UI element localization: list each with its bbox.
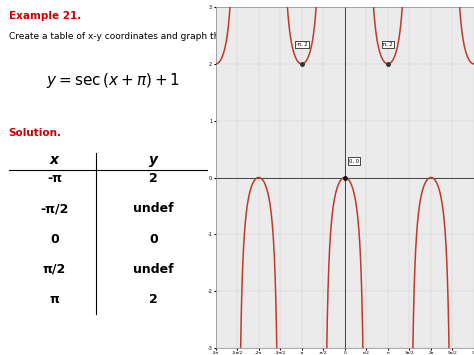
Text: 0, 0: 0, 0 bbox=[349, 158, 359, 163]
Text: -π: -π bbox=[47, 172, 62, 185]
Text: -π, 2: -π, 2 bbox=[296, 42, 308, 47]
Text: undef: undef bbox=[133, 263, 174, 276]
Text: π/2: π/2 bbox=[43, 263, 66, 276]
Text: Example 21.: Example 21. bbox=[9, 11, 81, 21]
Text: Create a table of x-y coordinates and graph the function.: Create a table of x-y coordinates and gr… bbox=[9, 32, 268, 41]
Text: x: x bbox=[50, 153, 59, 166]
Text: $y=\sec\left(x+\pi\right)+1$: $y=\sec\left(x+\pi\right)+1$ bbox=[46, 71, 181, 90]
Text: -π/2: -π/2 bbox=[40, 202, 69, 215]
Text: π, 2: π, 2 bbox=[383, 42, 393, 47]
Text: 2: 2 bbox=[149, 293, 158, 306]
Text: Solution.: Solution. bbox=[9, 128, 62, 138]
Text: 2: 2 bbox=[149, 172, 158, 185]
Text: π: π bbox=[50, 293, 59, 306]
Text: undef: undef bbox=[133, 202, 174, 215]
Text: 0: 0 bbox=[50, 233, 59, 246]
Text: 0: 0 bbox=[149, 233, 158, 246]
Text: y: y bbox=[149, 153, 158, 166]
